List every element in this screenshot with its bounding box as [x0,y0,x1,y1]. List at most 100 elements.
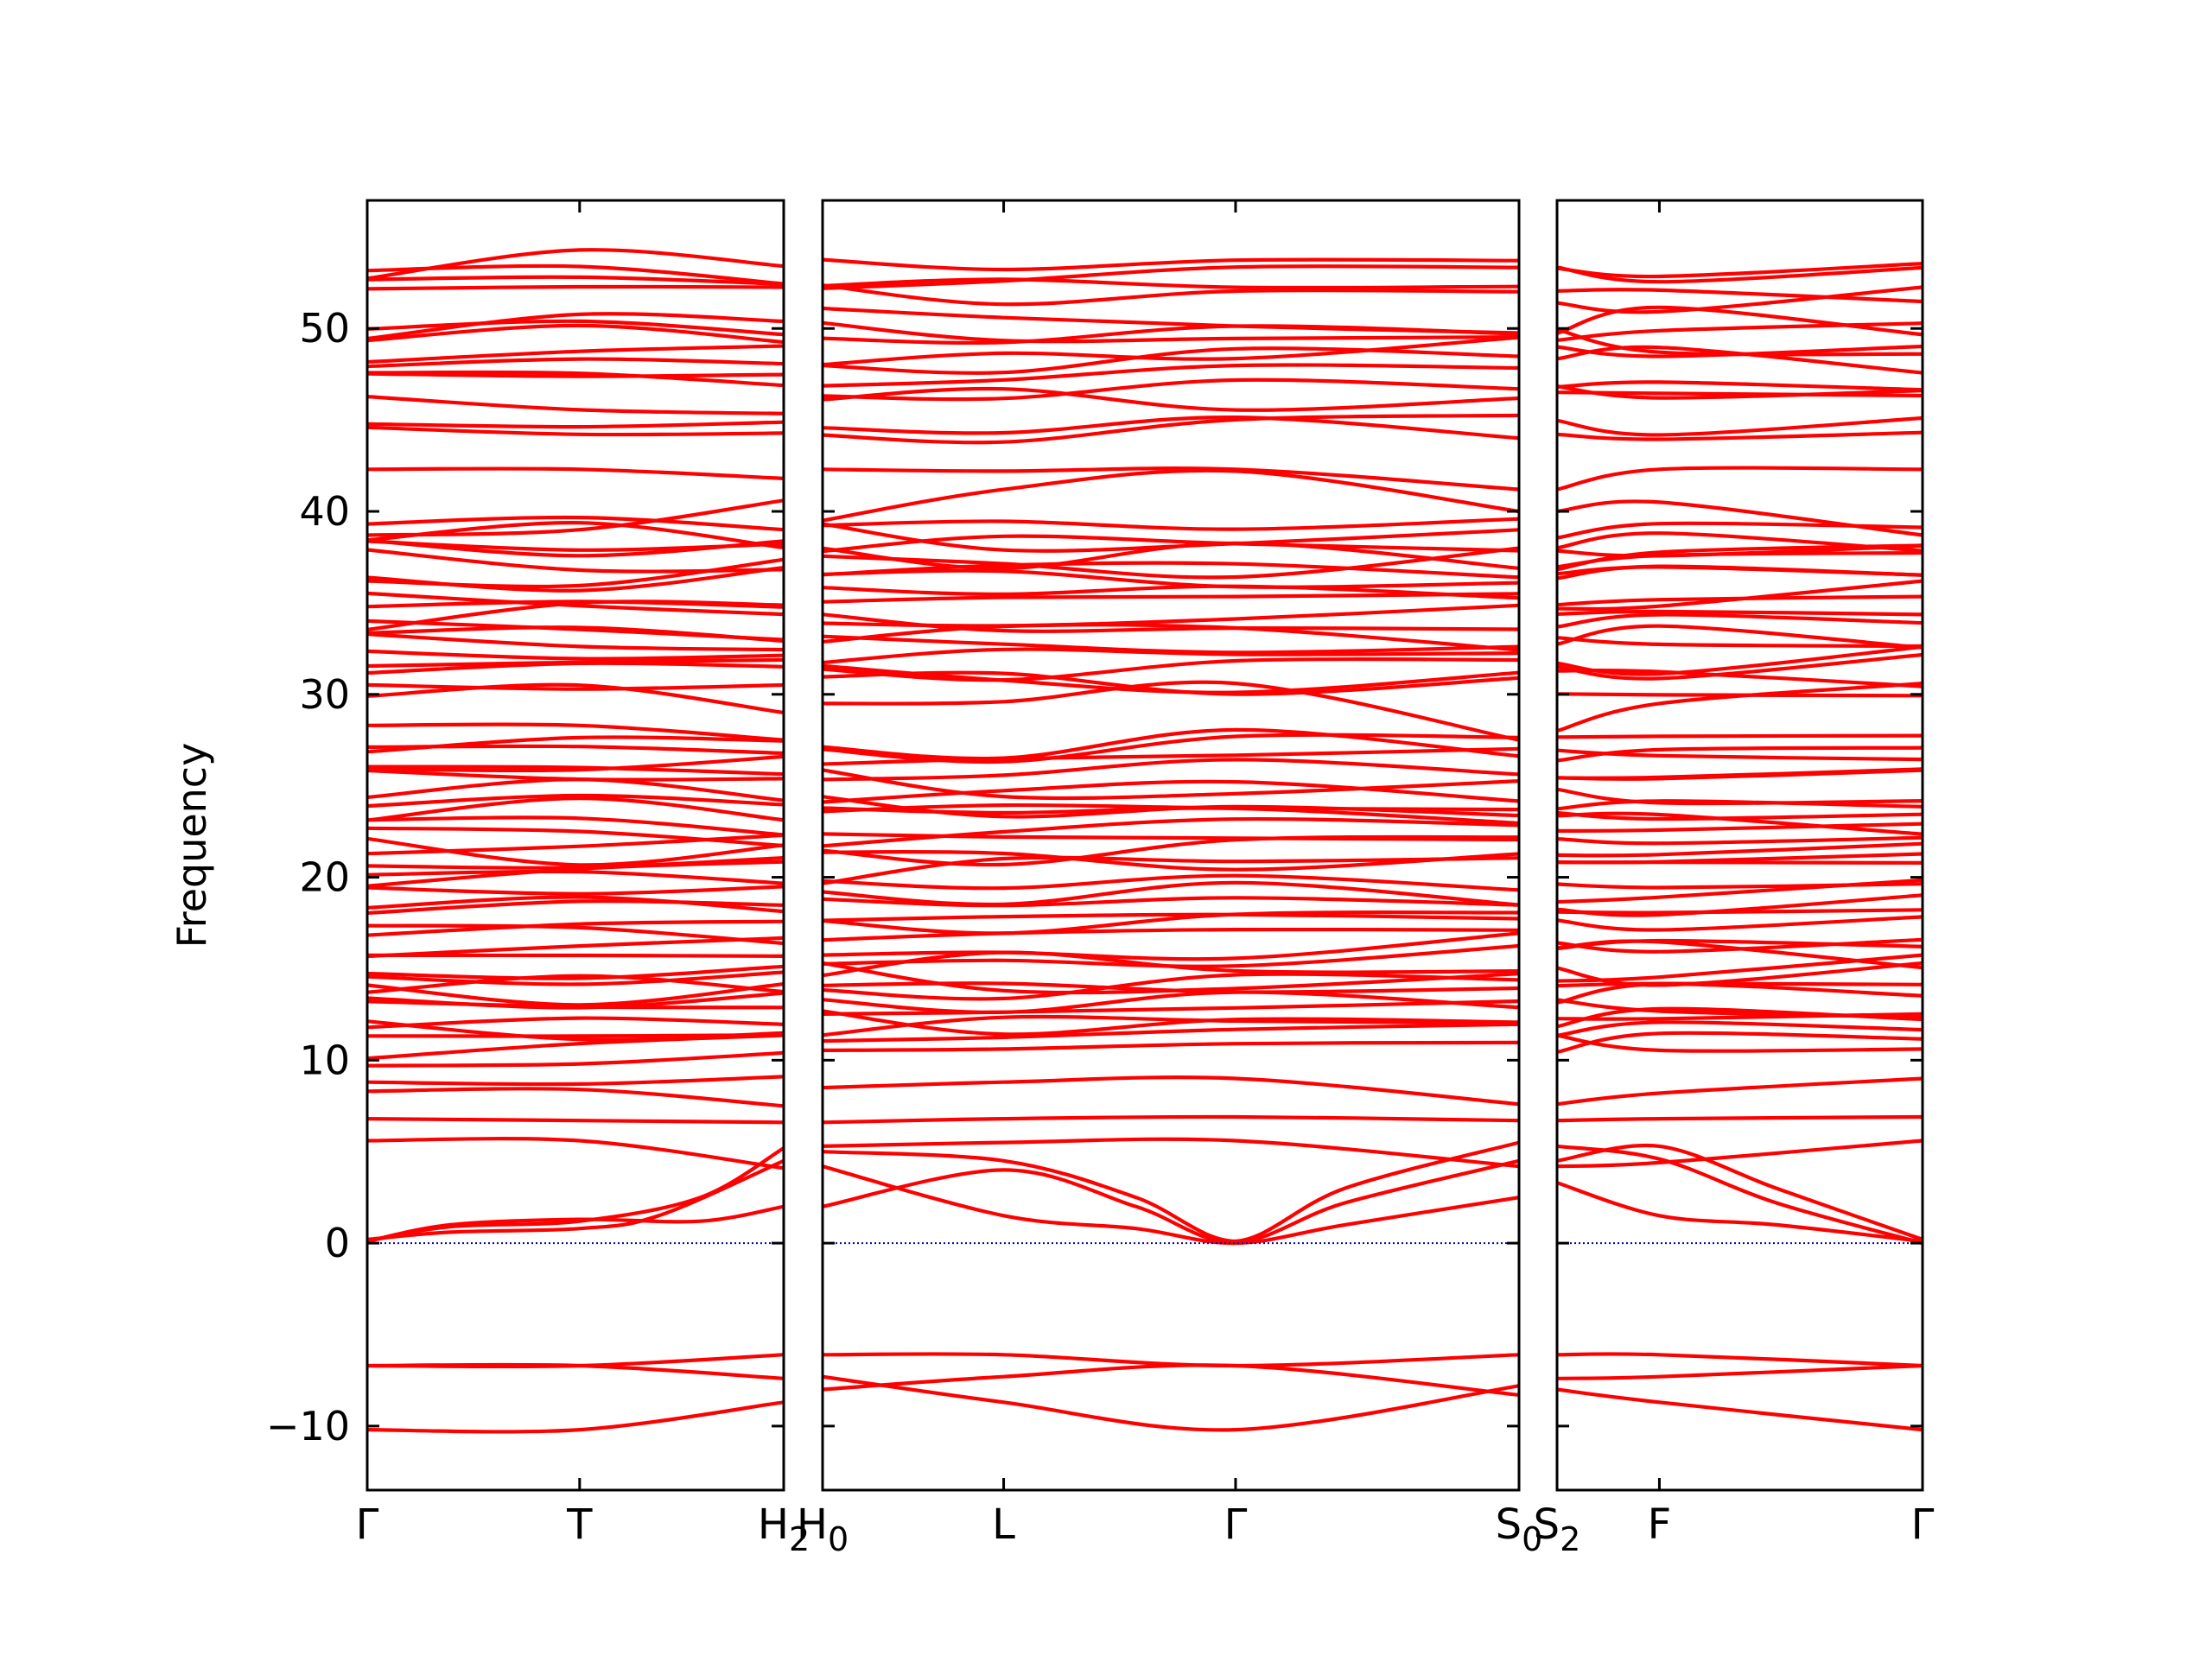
band-line [823,1114,1519,1125]
panel-frame [821,199,1521,1492]
band-line [823,1075,1519,1107]
band-line [1557,1020,1923,1037]
band-line [367,515,784,532]
band-line [1557,682,1923,733]
band-line [823,1137,1519,1169]
band-line [823,927,1519,942]
band-line [367,557,784,589]
band-line [823,999,1519,1016]
band-line [1557,893,1923,917]
band-line [367,953,784,958]
band-line [1557,288,1923,304]
band-line [823,912,1519,923]
y-tick-label: 10 [299,1037,350,1083]
band-line [367,793,784,809]
band-line [367,895,784,914]
panel-frame [365,199,785,1492]
band-line [1557,852,1923,865]
band-line [823,1009,1519,1037]
band-line [1557,915,1923,932]
band-line [1557,636,1923,649]
band-line [823,795,1519,819]
band-line [1557,262,1923,279]
band-line [367,466,784,480]
band-line [823,623,1519,652]
band-line [367,744,784,756]
band-line [1557,748,1923,762]
band-line [1557,565,1923,577]
band-line [1557,652,1923,681]
band-line [823,647,1519,665]
y-tick-label: 0 [325,1220,350,1266]
band-line [367,796,784,822]
band-line [367,395,784,416]
y-tick-label: 40 [299,488,350,535]
band-line [367,826,784,848]
band-line [1557,380,1923,392]
band-line [823,541,1519,571]
band-line [367,599,784,609]
band-line [1557,416,1923,437]
band-line [1557,938,1923,951]
band-line [367,815,784,837]
band-line [367,991,784,1010]
band-line [367,357,784,369]
band-line [367,885,784,896]
band-line [1557,430,1923,441]
band-line [1557,521,1923,540]
band-line [1557,644,1923,676]
band-line [367,923,784,946]
band-line [1557,882,1923,890]
band-line [1557,384,1923,400]
band-line [823,880,1519,907]
band-line [367,1400,784,1434]
panel-2: H0 L Γ S0 [797,199,1542,1558]
band-line [367,1087,784,1108]
band-line [1557,531,1923,553]
band-line [823,561,1519,580]
band-line [823,517,1519,531]
band-line [1557,499,1923,537]
band-line [823,931,1519,961]
band-line [367,974,784,994]
band-line [823,758,1519,782]
band-line [367,1075,784,1087]
band-line [1557,612,1923,629]
band-line [367,344,784,365]
band-line [823,680,1519,742]
band-line [367,856,784,870]
band-line [367,964,784,980]
band-line [367,425,784,437]
band-line [1557,285,1923,314]
panel-3: S2 F Γ [1534,199,1935,1558]
band-line [823,834,1519,867]
band-line [1557,1363,1923,1380]
band-line [1557,466,1923,492]
band-line [367,919,784,937]
band-line [1557,733,1923,739]
band-line [367,1016,784,1030]
band-line [367,632,784,652]
band-line [367,754,784,773]
band-line [367,768,784,782]
band-line [1557,1387,1923,1432]
band-line [823,413,1519,445]
band-line [367,836,784,867]
band-line [367,370,784,388]
y-tick-label: 50 [299,305,350,352]
band-line [823,568,1519,589]
band-line [823,522,1519,553]
band-line [367,248,784,281]
band-line [823,972,1519,1001]
band-line [1557,692,1923,698]
x-tick-label: L [992,1500,1015,1549]
band-line [1557,835,1923,846]
band-line [823,363,1519,388]
band-line [367,312,784,341]
y-axis-label: Frequency [168,743,215,948]
band-line [1557,799,1923,811]
acoustic-band-line [367,1204,784,1244]
band-line [1557,345,1923,375]
band-line [367,591,784,617]
